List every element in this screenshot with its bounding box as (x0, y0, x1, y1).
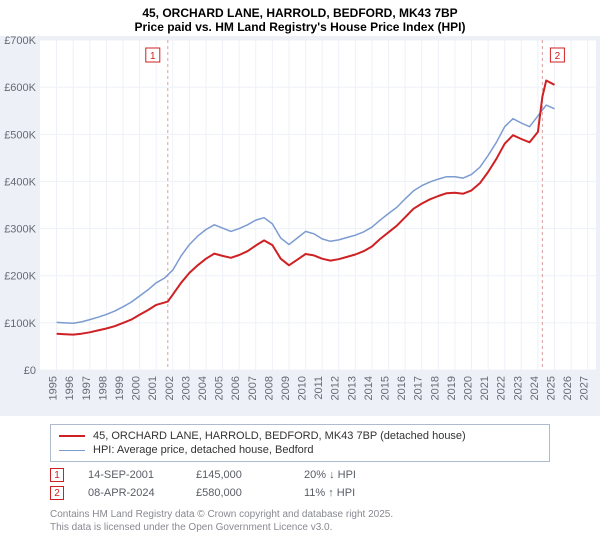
svg-text:2024: 2024 (529, 376, 541, 400)
title-block: 45, ORCHARD LANE, HARROLD, BEDFORD, MK43… (0, 0, 600, 36)
tx-delta: 11% ↑ HPI (304, 487, 376, 499)
svg-text:2003: 2003 (180, 376, 192, 400)
svg-text:2013: 2013 (346, 376, 358, 400)
legend-swatch-price (59, 435, 85, 437)
svg-text:2026: 2026 (562, 376, 574, 400)
legend-row: HPI: Average price, detached house, Bedf… (59, 443, 541, 457)
svg-text:1996: 1996 (64, 376, 76, 400)
title-address: 45, ORCHARD LANE, HARROLD, BEDFORD, MK43… (0, 6, 600, 20)
svg-text:£200K: £200K (4, 271, 36, 283)
svg-text:2014: 2014 (363, 376, 375, 400)
svg-text:£100K: £100K (4, 318, 36, 330)
svg-text:2008: 2008 (263, 376, 275, 400)
svg-text:1998: 1998 (97, 376, 109, 400)
line-chart: £0 £100K £200K £300K £400K £500K £600K £700K 199… (0, 36, 600, 416)
svg-text:£600K: £600K (4, 82, 36, 94)
svg-text:2016: 2016 (396, 376, 408, 400)
tx-delta: 20% ↓ HPI (304, 469, 376, 481)
svg-text:2022: 2022 (496, 376, 508, 400)
svg-text:1999: 1999 (114, 376, 126, 400)
legend: 45, ORCHARD LANE, HARROLD, BEDFORD, MK43… (50, 424, 550, 462)
title-subtitle: Price paid vs. HM Land Registry's House … (0, 20, 600, 34)
tx-date: 14-SEP-2001 (88, 469, 160, 481)
svg-text:1997: 1997 (81, 376, 93, 400)
svg-text:2006: 2006 (230, 376, 242, 400)
svg-text:2009: 2009 (280, 376, 292, 400)
legend-label: 45, ORCHARD LANE, HARROLD, BEDFORD, MK43… (93, 430, 466, 442)
legend-label: HPI: Average price, detached house, Bedf… (93, 444, 314, 456)
svg-text:2027: 2027 (579, 376, 591, 400)
svg-text:2010: 2010 (297, 376, 309, 400)
legend-row: 45, ORCHARD LANE, HARROLD, BEDFORD, MK43… (59, 429, 541, 443)
svg-text:2011: 2011 (313, 376, 325, 400)
svg-text:2025: 2025 (546, 376, 558, 400)
svg-text:2018: 2018 (429, 376, 441, 400)
tx-date: 08-APR-2024 (88, 487, 160, 499)
footer-license: This data is licensed under the Open Gov… (50, 521, 550, 534)
svg-text:2019: 2019 (446, 376, 458, 400)
footer: Contains HM Land Registry data © Crown c… (50, 508, 550, 534)
legend-swatch-hpi (59, 450, 85, 451)
svg-text:2000: 2000 (131, 376, 143, 400)
svg-text:1995: 1995 (48, 376, 60, 400)
table-row: 1 14-SEP-2001 £145,000 20% ↓ HPI (50, 466, 550, 484)
svg-text:£0: £0 (24, 365, 36, 377)
svg-text:2017: 2017 (413, 376, 425, 400)
svg-text:2020: 2020 (463, 376, 475, 400)
svg-text:2023: 2023 (512, 376, 524, 400)
svg-text:2004: 2004 (197, 376, 209, 400)
svg-text:£700K: £700K (4, 36, 36, 47)
svg-text:2021: 2021 (479, 376, 491, 400)
tx-price: £145,000 (196, 469, 268, 481)
svg-text:2002: 2002 (164, 376, 176, 400)
svg-text:£500K: £500K (4, 129, 36, 141)
svg-text:2007: 2007 (247, 376, 259, 400)
svg-text:2001: 2001 (147, 376, 159, 400)
transactions-table: 1 14-SEP-2001 £145,000 20% ↓ HPI 2 08-AP… (50, 466, 550, 502)
svg-text:2005: 2005 (214, 376, 226, 400)
footer-copyright: Contains HM Land Registry data © Crown c… (50, 508, 550, 521)
marker-badge-1: 1 (50, 468, 64, 482)
table-row: 2 08-APR-2024 £580,000 11% ↑ HPI (50, 484, 550, 502)
chart-area: £0 £100K £200K £300K £400K £500K £600K £700K 199… (0, 36, 600, 416)
tx-price: £580,000 (196, 487, 268, 499)
svg-text:1: 1 (150, 51, 156, 62)
svg-text:£300K: £300K (4, 224, 36, 236)
svg-text:2012: 2012 (330, 376, 342, 400)
svg-text:£400K: £400K (4, 176, 36, 188)
svg-text:2: 2 (555, 51, 561, 62)
marker-badge-2: 2 (50, 486, 64, 500)
svg-text:2015: 2015 (380, 376, 392, 400)
